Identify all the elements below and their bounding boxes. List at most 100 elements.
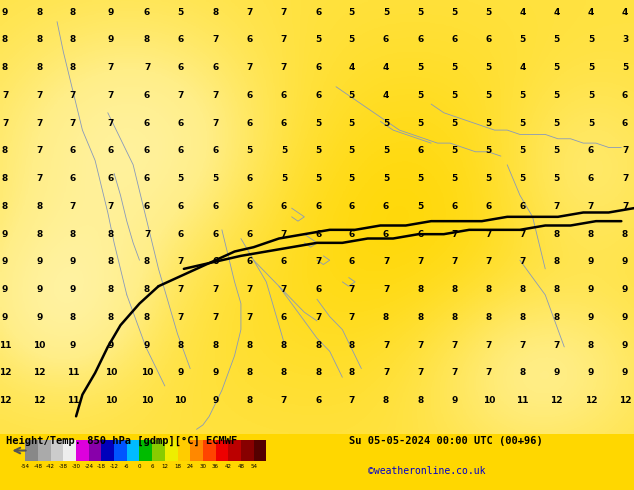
Text: 7: 7 (178, 285, 184, 294)
Text: 5: 5 (486, 119, 492, 128)
Text: 7: 7 (247, 313, 253, 322)
Text: 6: 6 (451, 35, 458, 45)
Text: 8: 8 (144, 285, 150, 294)
Bar (25, 441, 38, 461)
Text: 5: 5 (519, 119, 526, 128)
Text: 9: 9 (2, 8, 8, 17)
Text: 7: 7 (519, 230, 526, 239)
Text: 12: 12 (0, 368, 11, 377)
Text: 8: 8 (588, 230, 594, 239)
Text: 7: 7 (349, 313, 355, 322)
Text: 9: 9 (588, 368, 594, 377)
Text: 6: 6 (178, 230, 184, 239)
Text: 7: 7 (451, 230, 458, 239)
Text: 6: 6 (178, 35, 184, 45)
Text: 6: 6 (315, 230, 321, 239)
Text: 8: 8 (2, 202, 8, 211)
Text: 7: 7 (247, 8, 253, 17)
Text: 6: 6 (247, 119, 253, 128)
Text: 7: 7 (486, 368, 492, 377)
Text: 7: 7 (486, 230, 492, 239)
Text: 8: 8 (417, 313, 424, 322)
Text: -38: -38 (59, 464, 68, 468)
Text: 7: 7 (70, 91, 76, 100)
Text: 8: 8 (36, 8, 42, 17)
Text: 8: 8 (144, 313, 150, 322)
Text: 5: 5 (315, 35, 321, 45)
Text: 6: 6 (150, 464, 154, 468)
Text: 6: 6 (519, 202, 526, 211)
Text: 8: 8 (553, 285, 560, 294)
Text: 7: 7 (417, 368, 424, 377)
Text: 6: 6 (417, 35, 424, 45)
Text: 30: 30 (199, 464, 207, 468)
Text: 5: 5 (588, 63, 594, 72)
Text: 8: 8 (383, 396, 389, 405)
Text: 8: 8 (281, 341, 287, 350)
Text: 6: 6 (383, 202, 389, 211)
Text: 7: 7 (519, 341, 526, 350)
Text: 4: 4 (553, 8, 560, 17)
Text: 8: 8 (70, 63, 76, 72)
Text: 48: 48 (237, 464, 245, 468)
Text: 6: 6 (212, 63, 219, 72)
Text: 8: 8 (70, 35, 76, 45)
Text: 6: 6 (144, 91, 150, 100)
Text: 8: 8 (486, 285, 492, 294)
Text: 5: 5 (349, 174, 355, 183)
Text: 7: 7 (247, 285, 253, 294)
Text: 6: 6 (315, 8, 321, 17)
Text: 7: 7 (108, 91, 114, 100)
Text: 8: 8 (519, 368, 526, 377)
Text: 7: 7 (2, 91, 8, 100)
Text: 7: 7 (178, 257, 184, 267)
Text: 6: 6 (144, 147, 150, 155)
Text: 6: 6 (178, 63, 184, 72)
Text: 8: 8 (349, 341, 355, 350)
Text: 6: 6 (178, 202, 184, 211)
Text: 5: 5 (383, 8, 389, 17)
Text: 5: 5 (553, 63, 560, 72)
Text: 5: 5 (417, 8, 424, 17)
Text: 9: 9 (553, 368, 560, 377)
Text: 8: 8 (212, 8, 219, 17)
Text: 5: 5 (486, 8, 492, 17)
Text: 7: 7 (451, 368, 458, 377)
Text: 6: 6 (281, 91, 287, 100)
Text: 7: 7 (417, 257, 424, 267)
Text: 6: 6 (178, 119, 184, 128)
Text: 7: 7 (144, 63, 150, 72)
Text: 5: 5 (553, 119, 560, 128)
Text: 5: 5 (451, 63, 458, 72)
Text: 7: 7 (451, 257, 458, 267)
Text: 9: 9 (144, 341, 150, 350)
Text: 5: 5 (383, 119, 389, 128)
Text: 8: 8 (519, 313, 526, 322)
Text: 9: 9 (2, 313, 8, 322)
Text: 8: 8 (417, 396, 424, 405)
Text: 8: 8 (178, 341, 184, 350)
Text: 5: 5 (553, 35, 560, 45)
Text: 5: 5 (486, 147, 492, 155)
Text: 9: 9 (2, 257, 8, 267)
Text: 6: 6 (349, 257, 355, 267)
Text: 10: 10 (105, 396, 117, 405)
Text: Height/Temp. 850 hPa [gdmp][°C] ECMWF: Height/Temp. 850 hPa [gdmp][°C] ECMWF (6, 436, 238, 446)
Text: 6: 6 (349, 202, 355, 211)
Text: 11: 11 (67, 368, 79, 377)
Text: 5: 5 (349, 119, 355, 128)
Text: 7: 7 (281, 63, 287, 72)
Text: 9: 9 (2, 285, 8, 294)
Text: 8: 8 (70, 230, 76, 239)
Text: 5: 5 (349, 147, 355, 155)
Text: 6: 6 (108, 174, 114, 183)
Text: 9: 9 (588, 285, 594, 294)
Text: 5: 5 (451, 147, 458, 155)
Text: 9: 9 (36, 257, 42, 267)
Text: 6: 6 (144, 174, 150, 183)
Bar (165, 441, 178, 461)
Text: 5: 5 (417, 202, 424, 211)
Text: 7: 7 (622, 174, 628, 183)
Text: Su 05-05-2024 00:00 UTC (00+96): Su 05-05-2024 00:00 UTC (00+96) (349, 436, 543, 446)
Bar (139, 441, 152, 461)
